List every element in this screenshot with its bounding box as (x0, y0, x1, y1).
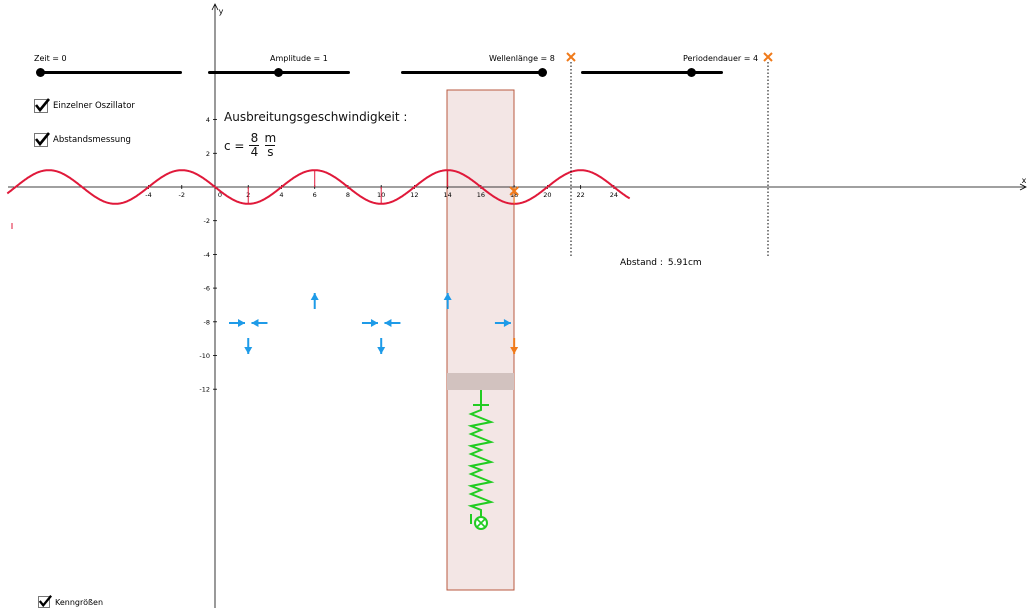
y-tick-label: -2 (204, 217, 210, 225)
periodendauer-track[interactable] (581, 71, 723, 74)
velocity-arrow-icon (510, 347, 519, 354)
x-tick-label: -4 (145, 191, 151, 199)
einzelner-oszillator-checkbox[interactable]: Einzelner Oszillator (34, 98, 135, 113)
velocity-arrow-icon (370, 319, 378, 327)
x-tick-label: 14 (444, 191, 452, 199)
checkmark-icon (38, 595, 52, 608)
x-tick-label: 8 (346, 191, 350, 199)
abstand-readout: Abstand : 5.91cm (620, 258, 702, 268)
y-tick-label: 4 (206, 116, 210, 124)
y-tick-label: 2 (206, 150, 210, 158)
x-tick-label: 24 (610, 191, 618, 199)
speed-denominator: 4 (250, 145, 259, 159)
speed-title: Ausbreitungsgeschwindigkeit : (224, 110, 408, 124)
amplitude-slider[interactable]: Amplitude = 1 (208, 52, 350, 82)
y-tick-label: -6 (204, 285, 210, 293)
cross-marker-icon[interactable] (509, 186, 519, 196)
zeit-label: Zeit = 0 (34, 54, 67, 63)
oscillator-mass-icon (476, 518, 486, 528)
y-tick-label: -8 (204, 318, 210, 326)
zeit-knob[interactable] (36, 68, 45, 77)
y-tick-label: -12 (199, 386, 210, 394)
y-tick-label: -4 (204, 251, 210, 259)
amplitude-label: Amplitude = 1 (270, 54, 328, 63)
oscillator-mass-band (447, 373, 514, 390)
x-tick-label: 12 (410, 191, 418, 199)
speed-lhs: c = (224, 138, 245, 153)
periodendauer-slider[interactable]: Periodendauer = 4 (581, 52, 758, 82)
amplitude-knob[interactable] (274, 68, 283, 77)
oscillator-column (446, 89, 515, 591)
speed-unit: m s (264, 132, 276, 159)
x-tick-label: 20 (543, 191, 551, 199)
x-tick-label: -2 (179, 191, 185, 199)
velocity-arrow-icon (251, 319, 259, 327)
wellenlaenge-track[interactable] (401, 71, 543, 74)
y-tick-label: -10 (199, 352, 210, 360)
velocity-arrow-icon (443, 293, 452, 300)
checkbox-box[interactable] (34, 98, 50, 113)
x-tick-label: 6 (313, 191, 317, 199)
unit-denominator: s (267, 145, 274, 159)
spring-icon (467, 390, 495, 520)
speed-formula: c = 8 4 m s (224, 132, 276, 159)
velocity-arrow-icon (503, 319, 511, 327)
fraction-bar (249, 145, 260, 146)
wellenlaenge-knob[interactable] (538, 68, 547, 77)
einzelner-oszillator-label: Einzelner Oszillator (53, 101, 135, 111)
cross-marker-icon[interactable] (763, 52, 773, 62)
speed-numerator: 8 (250, 131, 259, 145)
wellenlaenge-label: Wellenlänge = 8 (489, 54, 555, 63)
cross-marker-icon[interactable] (566, 52, 576, 62)
unit-numerator: m (264, 131, 277, 145)
y-axis-label: y (219, 7, 224, 16)
zeit-slider[interactable]: Zeit = 0 (34, 52, 182, 82)
wave-curve (6, 169, 631, 205)
velocity-arrow-icon (238, 319, 245, 327)
abstandsmessung-label: Abstandsmessung (53, 135, 131, 145)
abstandsmessung-checkbox[interactable]: Abstandsmessung (34, 132, 131, 147)
abstand-label: Abstand : (620, 258, 663, 268)
wellenlaenge-slider[interactable]: Wellenlänge = 8 (401, 52, 555, 82)
speed-fraction: 8 4 (249, 131, 260, 159)
checkbox-box[interactable] (34, 132, 50, 147)
checkmark-icon (34, 98, 50, 113)
x-tick-label: 4 (279, 191, 283, 199)
checkmark-icon (34, 132, 50, 147)
kenngroessen-checkbox[interactable]: Kenngrößen (38, 595, 104, 608)
zeit-track[interactable] (40, 71, 182, 74)
checkbox-box[interactable] (38, 595, 52, 608)
periodendauer-label: Periodendauer = 4 (683, 54, 759, 63)
velocity-arrow-icon (310, 293, 319, 300)
abstand-value: 5.91cm (667, 258, 702, 268)
x-tick-label: 22 (576, 191, 584, 199)
x-tick-label: 16 (477, 191, 485, 199)
unit-bar (265, 145, 276, 146)
y-axis-arrow-icon (211, 3, 219, 11)
periodendauer-knob[interactable] (687, 68, 696, 77)
velocity-arrow-icon (244, 347, 253, 354)
x-axis-arrow-icon (1019, 183, 1027, 191)
velocity-arrow-icon (377, 347, 386, 354)
x-tick-label: 0 (218, 191, 222, 199)
x-axis-label: x (1022, 176, 1027, 185)
velocity-arrow-icon (384, 319, 392, 327)
kenngroessen-label: Kenngrößen (55, 597, 104, 607)
